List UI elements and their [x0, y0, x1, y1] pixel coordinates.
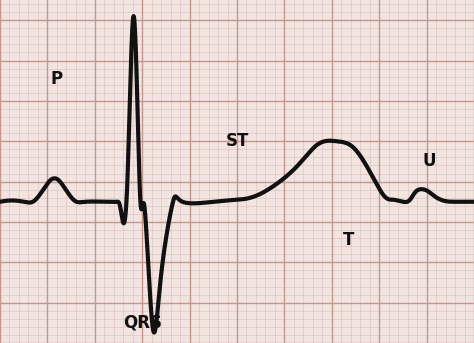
Text: P: P — [51, 70, 63, 88]
Text: U: U — [422, 152, 436, 170]
Text: T: T — [343, 231, 354, 249]
Text: QRS: QRS — [123, 314, 162, 331]
Text: ST: ST — [225, 132, 249, 150]
